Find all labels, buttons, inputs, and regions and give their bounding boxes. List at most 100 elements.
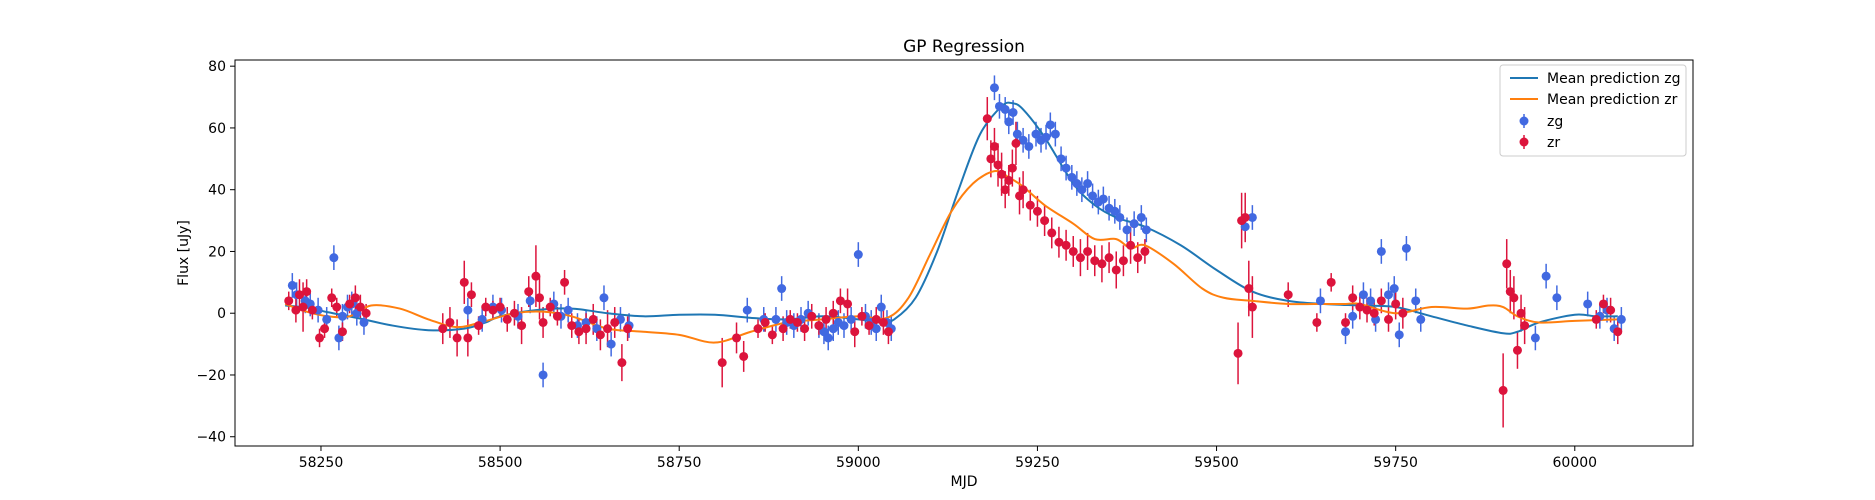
- point-zr: [361, 308, 371, 318]
- point-zg: [1077, 185, 1087, 195]
- point-zg: [322, 314, 332, 324]
- point-zr: [864, 321, 874, 331]
- point-zr: [517, 321, 527, 331]
- point-zg: [823, 333, 833, 343]
- legend-label-zg-prediction: Mean prediction zg: [1547, 71, 1681, 87]
- x-tick-label: 58250: [299, 455, 344, 471]
- point-zr: [588, 314, 598, 324]
- point-zr: [800, 324, 810, 334]
- x-tick-label: 60000: [1553, 455, 1598, 471]
- point-zg: [876, 302, 886, 312]
- point-zr: [1133, 253, 1143, 263]
- point-zr: [732, 333, 742, 343]
- point-zr: [1075, 253, 1085, 263]
- point-zr: [767, 330, 777, 340]
- point-zr: [1140, 246, 1150, 256]
- point-zr: [1000, 185, 1010, 195]
- point-zg: [1401, 243, 1411, 253]
- point-zr: [315, 333, 325, 343]
- point-zr: [857, 311, 867, 321]
- point-zg: [1045, 120, 1055, 130]
- point-zg: [1384, 290, 1394, 300]
- point-zr: [452, 333, 462, 343]
- plot-area: [235, 60, 1693, 446]
- point-zr: [1068, 246, 1078, 256]
- legend-label-zg: zg: [1547, 114, 1563, 130]
- point-zr: [1090, 256, 1100, 266]
- x-tick-label: 58500: [478, 455, 523, 471]
- point-zr: [1104, 253, 1114, 263]
- point-zr: [1369, 308, 1379, 318]
- point-zr: [488, 305, 498, 315]
- point-zr: [1240, 212, 1250, 222]
- point-zr: [1097, 259, 1107, 269]
- point-zr: [1516, 308, 1526, 318]
- point-zr: [603, 324, 613, 334]
- point-zg: [1088, 191, 1098, 201]
- x-tick-label: 58750: [657, 455, 702, 471]
- point-zg: [359, 317, 369, 327]
- point-zg: [606, 339, 616, 349]
- point-zg: [1315, 296, 1325, 306]
- point-zr: [531, 271, 541, 281]
- point-zr: [1591, 314, 1601, 324]
- point-zr: [778, 324, 788, 334]
- point-zg: [287, 280, 297, 290]
- point-zr: [1247, 302, 1257, 312]
- point-zr: [1011, 138, 1021, 148]
- point-zr: [538, 317, 548, 327]
- point-zg: [1552, 293, 1562, 303]
- point-zr: [1312, 317, 1322, 327]
- point-zr: [610, 317, 620, 327]
- point-zr: [1083, 246, 1093, 256]
- point-zg: [1004, 117, 1014, 127]
- point-zr: [337, 327, 347, 337]
- point-zg: [1358, 290, 1368, 300]
- point-zg: [329, 253, 339, 263]
- point-zr: [792, 317, 802, 327]
- point-zg: [1098, 194, 1108, 204]
- point-zr: [438, 324, 448, 334]
- point-zr: [332, 302, 342, 312]
- point-zr: [623, 324, 633, 334]
- point-zr: [617, 358, 627, 368]
- point-zr: [760, 317, 770, 327]
- point-zr: [574, 327, 584, 337]
- plot-frame: [234, 59, 1694, 447]
- point-zr: [753, 324, 763, 334]
- point-zr: [320, 324, 330, 334]
- point-zr: [1283, 290, 1293, 300]
- point-zg: [1136, 212, 1146, 222]
- point-zg: [1115, 212, 1125, 222]
- point-zr: [1054, 237, 1064, 247]
- point-zr: [739, 351, 749, 361]
- point-zr: [1040, 216, 1050, 226]
- legend-label-zr: zr: [1547, 135, 1560, 151]
- y-tick-label: −20: [196, 368, 226, 384]
- point-zr: [524, 287, 534, 297]
- point-zr: [993, 160, 1003, 170]
- point-zr: [843, 299, 853, 309]
- point-zg: [525, 296, 535, 306]
- point-zr: [1233, 348, 1243, 358]
- point-zr: [986, 154, 996, 164]
- point-zg: [1000, 104, 1010, 114]
- point-zr: [807, 311, 817, 321]
- point-zr: [717, 358, 727, 368]
- point-zg: [771, 314, 781, 324]
- point-zr: [821, 314, 831, 324]
- point-zr: [1348, 293, 1358, 303]
- point-zg: [1008, 107, 1018, 117]
- point-zr: [552, 311, 562, 321]
- point-zg: [1394, 330, 1404, 340]
- x-tick-label: 59000: [836, 455, 881, 471]
- point-zr: [1498, 385, 1508, 395]
- x-axis: 58250 58500 58750 59000 59250 59500 59750 60000: [299, 446, 1597, 471]
- point-zr: [1118, 256, 1128, 266]
- point-zr: [1007, 163, 1017, 173]
- x-axis-label: MJD: [951, 474, 978, 490]
- point-zr: [502, 314, 512, 324]
- point-zr: [567, 321, 577, 331]
- point-zr: [1061, 240, 1071, 250]
